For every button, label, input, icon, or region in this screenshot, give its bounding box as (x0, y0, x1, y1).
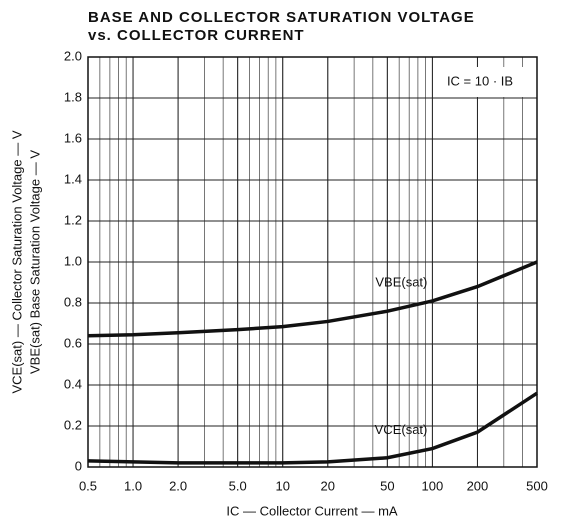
y-tick-label: 0 (75, 458, 82, 473)
chart-title: BASE AND COLLECTOR SATURATION VOLTAGE (88, 9, 475, 26)
x-tick-label: 50 (380, 478, 394, 493)
y-tick-label: 1.8 (64, 89, 82, 104)
y-axis-label: VBE(sat) Base Saturation Voltage — V (27, 150, 42, 374)
annotation-box (433, 67, 528, 97)
y-tick-label: 1.2 (64, 212, 82, 227)
series-line (87, 391, 538, 465)
y-tick-label: 0.6 (64, 335, 82, 350)
series-label: VCE(sat) (375, 422, 428, 437)
x-tick-label: 1.0 (124, 478, 142, 493)
x-axis-label: IC — Collector Current — mA (226, 503, 398, 518)
y-tick-label: 1.6 (64, 130, 82, 145)
y-tick-label: 0.8 (64, 294, 82, 309)
y-tick-label: 1.4 (64, 171, 82, 186)
x-tick-label: 10 (275, 478, 289, 493)
y-tick-label: 0.4 (64, 376, 82, 391)
x-tick-label: 5.0 (229, 478, 247, 493)
series-line (87, 260, 538, 338)
series-label: VBE(sat) (375, 274, 427, 289)
y-tick-label: 2.0 (64, 48, 82, 63)
y-tick-label: 0.2 (64, 417, 82, 432)
x-tick-label: 200 (467, 478, 489, 493)
y-axis-label: VCE(sat) — Collector Saturation Voltage … (9, 130, 24, 393)
y-tick-label: 1.0 (64, 253, 82, 268)
annotation: IC = 10 · IB (447, 73, 513, 88)
chart-subtitle: vs. COLLECTOR CURRENT (88, 27, 305, 44)
x-tick-label: 0.5 (79, 478, 97, 493)
x-tick-label: 20 (321, 478, 335, 493)
x-tick-label: 100 (422, 478, 444, 493)
x-tick-label: 2.0 (169, 478, 187, 493)
x-tick-label: 500 (526, 478, 548, 493)
